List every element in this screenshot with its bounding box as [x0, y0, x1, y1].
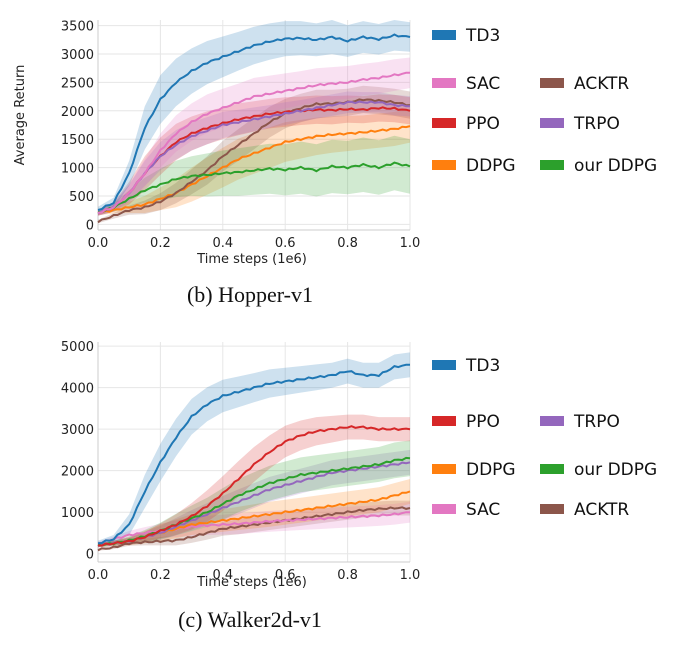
legend-swatch [432, 416, 456, 426]
y-tick-label: 500 [69, 190, 94, 205]
legend-swatch [540, 160, 564, 170]
legend-label: our DDPG [574, 460, 657, 480]
hopper-ylabel: Average Return [13, 65, 28, 166]
band-acktr [98, 85, 410, 224]
band-td3 [98, 20, 410, 214]
x-tick-label: 0.6 [275, 236, 296, 251]
legend-label: TRPO [573, 114, 620, 134]
legend-swatch [540, 504, 564, 514]
legend-item-ddpg: DDPG [432, 156, 516, 176]
legend-item-acktr: ACKTR [540, 74, 629, 94]
legend-label: PPO [466, 412, 500, 432]
legend-item-td3: TD3 [432, 356, 500, 376]
y-tick-label: 1000 [61, 162, 94, 177]
line-td3 [97, 33, 411, 211]
legend-item-our-ddpg: our DDPG [540, 156, 657, 176]
band-our-ddpg [98, 135, 410, 216]
y-tick-label: 5000 [61, 340, 94, 355]
walker-plot-area: 0 1000 2000 3000 4000 5000 0.0 0.2 0.4 0.6 0.8 1.0 [61, 340, 420, 583]
legend-swatch [540, 416, 564, 426]
legend-swatch [432, 78, 456, 88]
band-td3 [98, 352, 410, 546]
legend-label: PPO [466, 114, 500, 134]
legend-label: our DDPG [574, 156, 657, 176]
y-tick-label: 2000 [61, 465, 94, 480]
x-tick-label: 0.8 [337, 236, 358, 251]
y-tick-label: 3500 [61, 20, 94, 35]
legend-item-ppo: PPO [432, 114, 500, 134]
line-acktr [97, 506, 411, 552]
x-tick-label: 0.4 [212, 568, 233, 583]
line-ppo [97, 425, 411, 547]
walker-chart: Time steps (1e6) 0 1000 2000 3000 4000 5000 0.… [61, 340, 657, 590]
legend-label: TRPO [573, 412, 620, 432]
legend-item-sac: SAC [432, 500, 500, 520]
y-tick-label: 2000 [61, 105, 94, 120]
legend-swatch [540, 78, 564, 88]
y-tick-label: 1500 [61, 133, 94, 148]
hopper-legend: TD3 SAC ACKTR PPO TRPO DDPG our DDPG [432, 26, 657, 176]
legend-label: SAC [466, 74, 500, 94]
x-tick-label: 0.0 [88, 236, 109, 251]
y-tick-label: 0 [86, 218, 94, 233]
x-tick-label: 1.0 [400, 568, 421, 583]
walker-caption: (c) Walker2d-v1 [178, 607, 322, 632]
x-tick-label: 0.8 [337, 568, 358, 583]
hopper-caption: (b) Hopper-v1 [186, 282, 314, 307]
legend-swatch [432, 360, 456, 370]
hopper-xlabel: Time steps (1e6) [196, 252, 307, 267]
legend-label: DDPG [466, 460, 516, 480]
legend-item-acktr: ACKTR [540, 500, 629, 520]
legend-swatch [432, 160, 456, 170]
band-ppo [98, 94, 410, 216]
legend-item-our-ddpg: our DDPG [540, 460, 657, 480]
legend-label: DDPG [466, 156, 516, 176]
legend-item-td3: TD3 [432, 26, 500, 46]
legend-item-ddpg: DDPG [432, 460, 516, 480]
legend-item-trpo: TRPO [540, 412, 620, 432]
legend-swatch [432, 30, 456, 40]
line-sac [97, 71, 410, 214]
legend-swatch [432, 118, 456, 128]
y-tick-label: 3000 [61, 423, 94, 438]
x-tick-label: 0.6 [275, 568, 296, 583]
band-sac [98, 57, 410, 216]
x-tick-label: 0.0 [88, 568, 109, 583]
legend-swatch [432, 464, 456, 474]
hopper-plot-area: 0 500 1000 1500 2000 2500 3000 3500 0.0 0.2 0.4 0.6… [61, 20, 420, 251]
line-acktr [97, 98, 411, 224]
x-tick-label: 0.2 [150, 568, 171, 583]
x-tick-label: 0.2 [150, 236, 171, 251]
band-acktr [98, 500, 410, 551]
y-tick-label: 4000 [61, 382, 94, 397]
line-sac [97, 511, 410, 545]
legend-label: TD3 [465, 26, 500, 46]
legend-label: ACKTR [574, 74, 629, 94]
x-tick-label: 0.4 [212, 236, 233, 251]
x-tick-label: 1.0 [400, 236, 421, 251]
y-tick-label: 2500 [61, 76, 94, 91]
hopper-chart: Average Return Time steps (1e6) 0 500 1000… [13, 20, 657, 267]
walker-xlabel: Time steps (1e6) [196, 575, 307, 590]
legend-swatch [540, 464, 564, 474]
y-tick-label: 0 [86, 548, 94, 563]
line-our-ddpg [97, 161, 411, 214]
legend-label: SAC [466, 500, 500, 520]
line-ddpg [97, 125, 411, 215]
legend-swatch [540, 118, 564, 128]
y-tick-label: 1000 [61, 506, 94, 521]
legend-label: TD3 [465, 356, 500, 376]
walker-legend: TD3 PPO TRPO DDPG our DDPG SAC ACKTR [432, 356, 657, 520]
legend-label: ACKTR [574, 500, 629, 520]
line-trpo [97, 100, 410, 215]
legend-item-trpo: TRPO [540, 114, 620, 134]
y-tick-label: 3000 [61, 48, 94, 63]
line-td3 [97, 363, 410, 545]
legend-item-ppo: PPO [432, 412, 500, 432]
band-ppo [98, 414, 410, 548]
legend-item-sac: SAC [432, 74, 500, 94]
legend-swatch [432, 504, 456, 514]
